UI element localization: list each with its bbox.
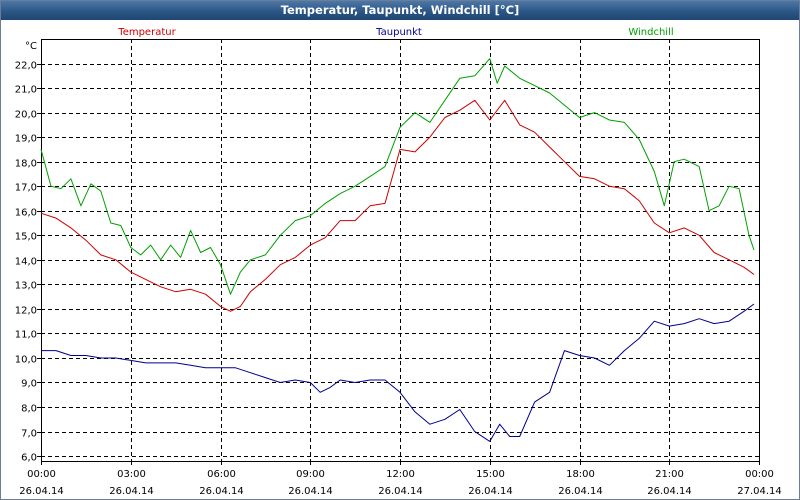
y-tick-label: 22,0: [15, 61, 37, 72]
y-tick-label: 15,0: [15, 232, 37, 243]
x-tick-label-date: 26.04.14: [647, 486, 692, 497]
x-tick-label-date: 26.04.14: [558, 486, 603, 497]
y-axis-label: °C: [25, 41, 37, 52]
x-tick-label-time: 21:00: [655, 469, 684, 480]
series-line-temperatur: [40, 99, 755, 312]
legend-item-windchill: Windchill: [628, 27, 673, 38]
y-tick-label: 7,0: [21, 429, 37, 440]
x-tick-label-time: 03:00: [117, 469, 146, 480]
x-tick-label-time: 00:00: [27, 469, 56, 480]
x-tick-label-time: 18:00: [566, 469, 595, 480]
plot-border: [41, 39, 760, 462]
legend-item-temperatur: Temperatur: [117, 27, 176, 38]
x-tick-label-date: 27.04.14: [737, 486, 782, 497]
grid: [37, 39, 760, 465]
y-tick-label: 21,0: [15, 85, 37, 96]
y-tick-label: 12,0: [15, 306, 37, 317]
y-tick-label: 13,0: [15, 281, 37, 292]
y-tick-label: 16,0: [15, 208, 37, 219]
x-tick-label-date: 26.04.14: [288, 486, 333, 497]
series-line-windchill: [40, 58, 755, 295]
y-tick-label: 19,0: [15, 134, 37, 145]
series-line-taupunkt: [41, 303, 755, 442]
x-tick-label-time: 00:00: [745, 469, 774, 480]
x-tick-label-time: 09:00: [296, 469, 325, 480]
y-tick-label: 17,0: [15, 183, 37, 194]
x-tick-label-time: 12:00: [386, 469, 415, 480]
x-tick-label-date: 26.04.14: [19, 486, 64, 497]
legend: Temperatur Taupunkt Windchill: [117, 27, 673, 38]
series-group: [40, 58, 755, 442]
y-tick-label: 11,0: [15, 330, 37, 341]
x-tick-label-time: 06:00: [207, 469, 236, 480]
y-tick-label: 20,0: [15, 110, 37, 121]
x-tick-label-time: 15:00: [476, 469, 505, 480]
legend-item-taupunkt: Taupunkt: [375, 27, 422, 38]
y-tick-label: 18,0: [15, 159, 37, 170]
x-tick-label-date: 26.04.14: [468, 486, 513, 497]
x-tick-label-date: 26.04.14: [109, 486, 154, 497]
y-tick-label: 8,0: [21, 404, 37, 415]
y-axis-tick-labels: 6,0 7,0 8,0 9,0 10,0 11,0 12,0 13,0 14,0 15,0 16,0…: [15, 61, 37, 464]
y-tick-label: 9,0: [21, 379, 37, 390]
x-axis-tick-labels: 00:00 26.04.14 03:00 26.04.14 06:00 26.04.14 0…: [19, 469, 782, 497]
y-tick-label: 6,0: [21, 453, 37, 464]
chart-title: Temperatur, Taupunkt, Windchill [°C]: [1, 1, 799, 20]
y-tick-label: 14,0: [15, 257, 37, 268]
x-tick-label-date: 26.04.14: [378, 486, 423, 497]
x-tick-label-date: 26.04.14: [199, 486, 244, 497]
y-tick-label: 10,0: [15, 355, 37, 366]
